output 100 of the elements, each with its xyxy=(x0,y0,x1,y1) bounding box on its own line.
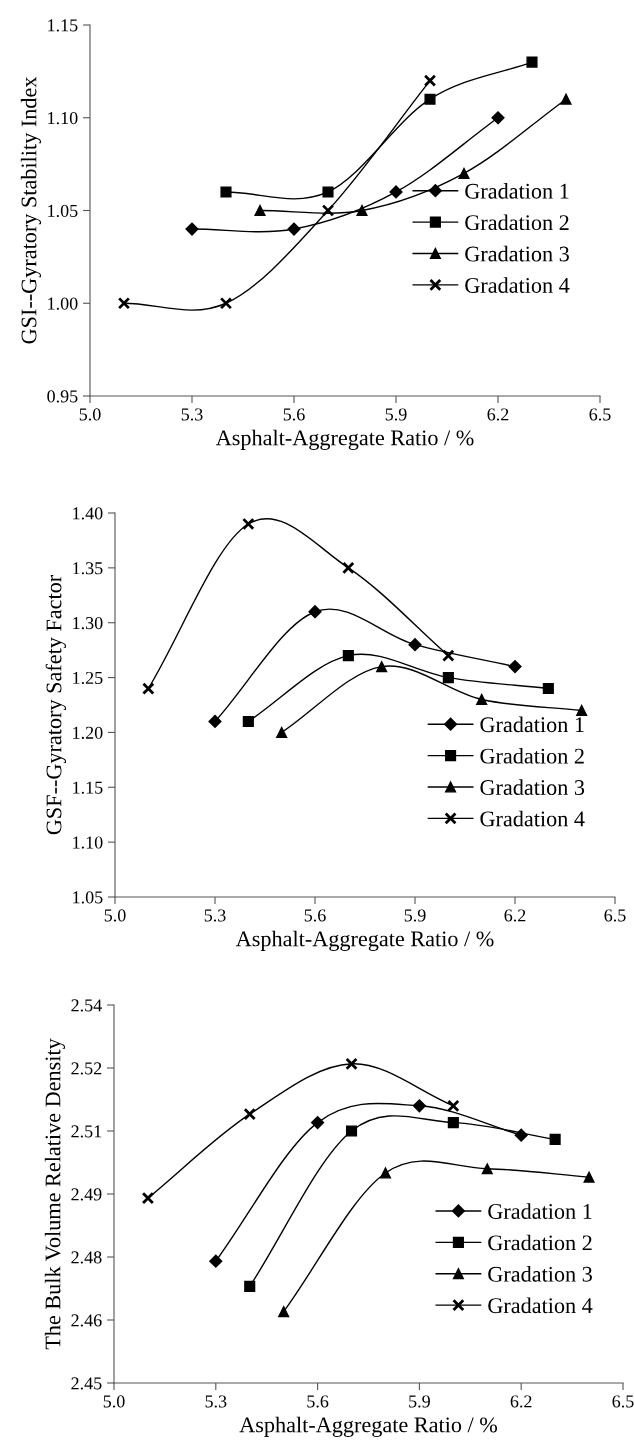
x-axis-title: Asphalt-Aggregate Ratio / % xyxy=(239,1416,498,1437)
legend-label: Gradation 4 xyxy=(488,1297,593,1314)
x-tick-label: 6.5 xyxy=(612,1395,634,1408)
point xyxy=(142,682,155,695)
x-tick-label: 5.0 xyxy=(79,408,101,421)
legend-label: Gradation 2 xyxy=(488,1234,592,1251)
x-tick-label: 5.3 xyxy=(205,1395,227,1408)
point xyxy=(583,1171,595,1183)
legend-label: Gradation 3 xyxy=(465,245,569,262)
legend-label: Gradation 4 xyxy=(465,277,570,293)
y-tick-label: 2.52 xyxy=(71,1062,102,1075)
y-tick-label: 1.30 xyxy=(73,616,103,630)
x-tick-label: 6.2 xyxy=(504,909,526,922)
y-tick-label: 1.10 xyxy=(48,112,78,125)
point xyxy=(481,1163,493,1175)
point xyxy=(308,605,322,619)
point xyxy=(342,561,355,575)
point xyxy=(508,660,522,674)
x-tick-label: 5.6 xyxy=(304,909,326,922)
point xyxy=(345,1125,358,1137)
legend-label: Gradation 3 xyxy=(488,1266,592,1282)
point xyxy=(379,1167,392,1179)
y-tick-label: 2.51 xyxy=(71,1125,102,1138)
point xyxy=(220,186,232,198)
x-tick-label: 5.3 xyxy=(181,408,203,421)
point xyxy=(389,185,403,199)
point xyxy=(209,1254,223,1268)
x-tick-label: 5.0 xyxy=(103,1395,125,1408)
point xyxy=(442,672,454,684)
point xyxy=(514,1128,528,1142)
point xyxy=(491,111,505,125)
point xyxy=(542,682,554,695)
point xyxy=(242,517,255,531)
legend-label: Gradation 1 xyxy=(488,1203,592,1219)
point xyxy=(244,1280,256,1292)
point xyxy=(254,204,266,217)
x-tick-label: 5.3 xyxy=(204,909,226,922)
y-tick-label: 1.20 xyxy=(73,726,103,739)
y-tick-label: 1.25 xyxy=(73,671,103,685)
point xyxy=(141,1191,155,1205)
point xyxy=(287,222,301,236)
point xyxy=(424,93,436,105)
point xyxy=(412,1099,426,1113)
point xyxy=(321,204,335,217)
legend-label: Gradation 2 xyxy=(480,747,584,764)
point xyxy=(311,1116,325,1130)
point xyxy=(442,649,455,662)
point xyxy=(549,1133,561,1145)
y-tick-label: 1.05 xyxy=(48,204,78,218)
point xyxy=(276,726,288,738)
x-tick-label: 5.9 xyxy=(409,1395,430,1408)
point xyxy=(185,222,199,236)
point xyxy=(576,704,588,717)
y-tick-label: 2.54 xyxy=(71,999,102,1012)
y-tick-label: 2.46 xyxy=(71,1314,102,1327)
point xyxy=(423,74,437,87)
point xyxy=(208,714,222,729)
legend-label: Gradation 1 xyxy=(480,716,584,733)
legend-label: Gradation 2 xyxy=(465,214,569,231)
y-tick-label: 1.40 xyxy=(73,507,103,520)
point xyxy=(447,1117,459,1129)
point xyxy=(117,297,131,310)
point xyxy=(219,297,233,310)
y-axis-title: The Bulk Volume Relative Density xyxy=(44,1038,66,1350)
y-tick-label: 1.00 xyxy=(48,297,78,310)
point xyxy=(526,56,538,68)
y-tick-label: 2.45 xyxy=(71,1377,102,1390)
point xyxy=(278,1306,290,1318)
y-axis-title: GSF--Gyratory Safety Factor xyxy=(45,574,67,835)
point xyxy=(408,638,422,652)
point xyxy=(243,1107,256,1121)
y-tick-label: 0.95 xyxy=(47,390,78,403)
x-tick-label: 5.0 xyxy=(104,909,126,922)
y-tick-label: 1.05 xyxy=(73,891,103,904)
y-tick-label: 1.15 xyxy=(73,781,103,794)
legend-label: Gradation 4 xyxy=(480,810,585,827)
point xyxy=(342,650,354,662)
y-tick-label: 1.35 xyxy=(73,562,103,575)
point xyxy=(322,186,334,198)
x-axis-title: Asphalt-Aggregate Ratio / % xyxy=(235,930,494,951)
x-tick-label: 5.6 xyxy=(283,408,305,421)
point xyxy=(356,204,368,217)
point xyxy=(476,693,488,706)
point xyxy=(376,661,388,673)
y-tick-label: 1.15 xyxy=(48,19,78,32)
legend-label: Gradation 3 xyxy=(480,779,585,796)
point xyxy=(345,1057,358,1071)
y-axis-title: GSI--Gyratory Stability Index xyxy=(20,76,42,344)
x-tick-label: 5.6 xyxy=(307,1395,329,1408)
x-tick-label: 5.9 xyxy=(385,408,407,421)
x-axis-title: Asphalt-Aggregate Ratio / % xyxy=(215,429,474,450)
y-tick-label: 2.49 xyxy=(71,1188,102,1201)
x-tick-label: 6.2 xyxy=(510,1395,532,1408)
y-tick-label: 2.48 xyxy=(71,1251,102,1264)
y-tick-label: 1.10 xyxy=(73,836,103,849)
point xyxy=(242,715,254,728)
legend-label: Gradation 1 xyxy=(465,183,569,199)
point xyxy=(560,93,572,105)
x-tick-label: 6.5 xyxy=(589,408,611,421)
x-tick-label: 6.5 xyxy=(604,909,626,922)
